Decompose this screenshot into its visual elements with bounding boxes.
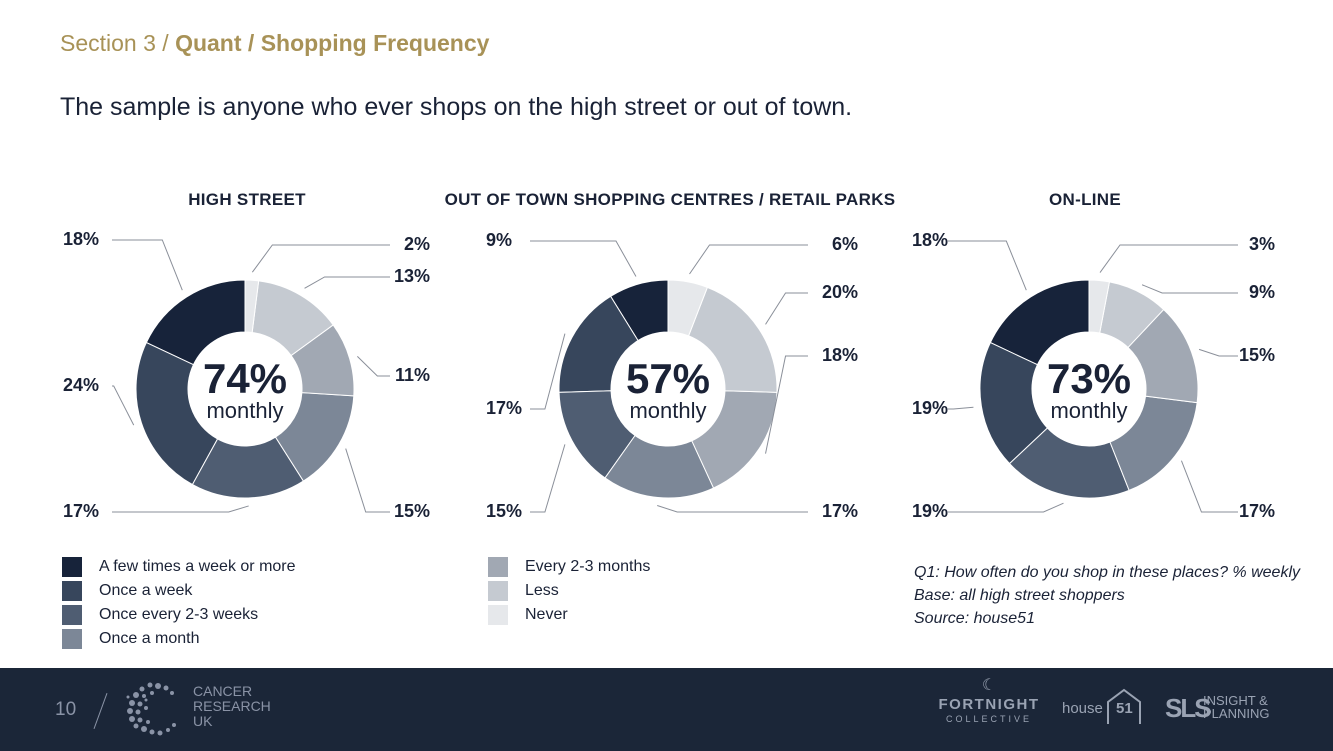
cancer-research-uk-wordmark: CANCER RESEARCH UK bbox=[193, 683, 271, 729]
data-label: 17% bbox=[486, 398, 522, 418]
leader-line bbox=[1099, 244, 1238, 273]
leader-line bbox=[948, 240, 1027, 291]
data-label: 13% bbox=[394, 266, 430, 286]
center-value: 57% bbox=[626, 355, 710, 402]
donut-slice bbox=[244, 279, 260, 334]
legend-left: A few times a week or more Once a week O… bbox=[62, 557, 362, 657]
leader-line bbox=[112, 239, 183, 291]
data-label: 20% bbox=[822, 282, 858, 302]
center-label: monthly bbox=[1050, 398, 1127, 423]
leader-line bbox=[765, 292, 808, 325]
house-icon bbox=[1107, 688, 1141, 724]
center-value: 73% bbox=[1047, 355, 1131, 402]
legend-swatch bbox=[488, 581, 508, 601]
chart-title-online: ON-LINE bbox=[1049, 190, 1121, 209]
chart-title-high-street: HIGH STREET bbox=[188, 190, 306, 209]
leader-line bbox=[1198, 348, 1238, 357]
chart-notes: Q1: How often do you shop in these place… bbox=[914, 561, 1300, 630]
data-label: 9% bbox=[486, 230, 512, 250]
leader-line bbox=[345, 448, 390, 513]
data-label: 17% bbox=[822, 501, 858, 521]
page-number: 10 bbox=[55, 699, 77, 720]
house51-logo: house 51 bbox=[1060, 686, 1144, 726]
footer-bar: 10 CANCER RESEARCH UK ☾ FORTNIGHT COLLEC… bbox=[0, 668, 1333, 751]
leader-line bbox=[112, 385, 135, 426]
note-source: Source: house51 bbox=[914, 610, 1035, 627]
leader-line bbox=[530, 333, 566, 410]
center-label: monthly bbox=[206, 398, 283, 423]
leader-line bbox=[689, 244, 808, 275]
chart-title-out-of-town: OUT OF TOWN SHOPPING CENTRES / RETAIL PA… bbox=[444, 190, 896, 209]
leader-line bbox=[948, 406, 974, 410]
data-label: 17% bbox=[1239, 501, 1275, 521]
leader-line bbox=[765, 355, 808, 454]
data-label: 18% bbox=[912, 230, 948, 250]
data-label: 9% bbox=[1249, 282, 1275, 302]
legend-swatch bbox=[488, 557, 508, 577]
section-prefix: Section 3 / bbox=[60, 30, 176, 56]
data-label: 11% bbox=[395, 365, 430, 385]
data-label: 17% bbox=[63, 501, 99, 521]
legend-swatch bbox=[62, 629, 82, 649]
data-label: 2% bbox=[404, 234, 430, 254]
data-label: 19% bbox=[912, 398, 948, 418]
donut-slice bbox=[135, 341, 219, 486]
data-label: 15% bbox=[1239, 345, 1275, 365]
leader-line bbox=[1180, 460, 1238, 513]
fortnight-collective-logo: ☾ FORTNIGHT COLLECTIVE bbox=[934, 678, 1044, 744]
legend-swatch bbox=[488, 605, 508, 625]
data-label: 6% bbox=[832, 234, 858, 254]
legend-middle: Every 2-3 months Less Never bbox=[488, 557, 738, 637]
legend-swatch bbox=[62, 605, 82, 625]
data-label: 24% bbox=[63, 375, 99, 395]
data-label: 15% bbox=[394, 501, 430, 521]
legend-swatch bbox=[62, 557, 82, 577]
sls-insight-planning-logo: SLS INSIGHT & PLANNING bbox=[1165, 693, 1270, 723]
data-label: 15% bbox=[486, 501, 522, 521]
legend-swatch bbox=[62, 581, 82, 601]
donut-slice bbox=[1088, 279, 1111, 334]
data-label: 3% bbox=[1249, 234, 1275, 254]
data-label: 18% bbox=[63, 229, 99, 249]
center-value: 74% bbox=[203, 355, 287, 402]
leader-line bbox=[304, 276, 390, 289]
leader-line bbox=[251, 244, 390, 273]
leader-line bbox=[948, 502, 1064, 513]
leader-line bbox=[357, 356, 390, 377]
data-label: 18% bbox=[822, 345, 858, 365]
leader-line bbox=[112, 505, 249, 513]
leader-line bbox=[1141, 284, 1238, 294]
moon-icon: ☾ bbox=[981, 677, 997, 694]
cancer-research-uk-logo-icon bbox=[126, 682, 176, 736]
leader-line bbox=[530, 240, 637, 277]
section-heading: Section 3 / Quant / Shopping Frequency bbox=[60, 30, 489, 57]
section-title: Quant / Shopping Frequency bbox=[175, 30, 490, 56]
page-subtitle: The sample is anyone who ever shops on t… bbox=[60, 93, 853, 121]
note-question: Q1: How often do you shop in these place… bbox=[914, 564, 1300, 581]
footer-divider bbox=[93, 692, 108, 730]
leader-line bbox=[530, 444, 566, 513]
data-label: 19% bbox=[912, 501, 948, 521]
donut-slice bbox=[667, 279, 709, 337]
note-base: Base: all high street shoppers bbox=[914, 587, 1125, 604]
leader-line bbox=[657, 505, 808, 513]
center-label: monthly bbox=[629, 398, 706, 423]
